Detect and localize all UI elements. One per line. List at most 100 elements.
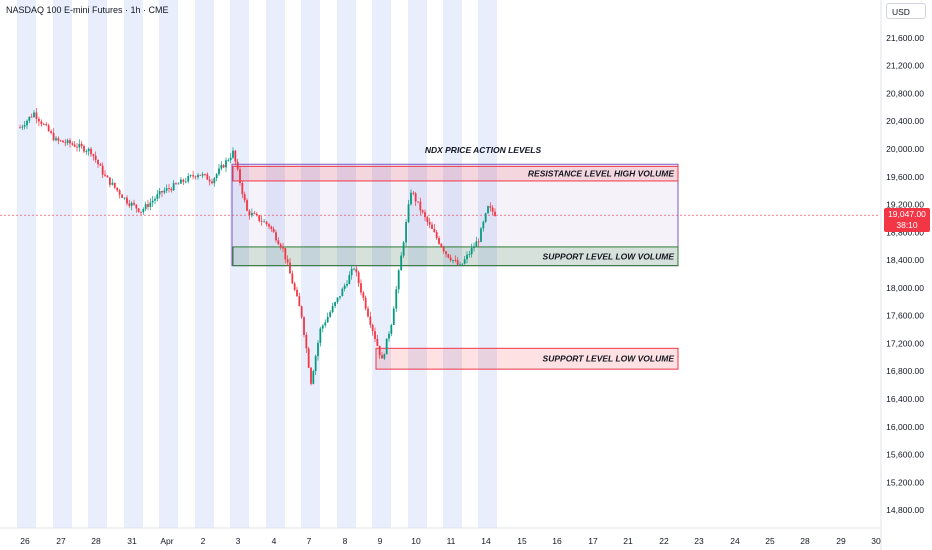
- candle-body: [208, 179, 211, 182]
- candle-body: [397, 270, 400, 290]
- candle-body: [52, 132, 55, 141]
- candle-body: [50, 131, 53, 133]
- candle-body: [326, 316, 329, 323]
- candle-body: [92, 154, 95, 156]
- candle-body: [163, 190, 166, 193]
- y-tick-label: 19,200.00: [886, 200, 924, 210]
- candle-body: [57, 138, 60, 141]
- candle-body: [113, 182, 116, 188]
- candle-body: [97, 159, 99, 165]
- candle-body: [199, 174, 202, 176]
- candle-body: [121, 194, 124, 198]
- candle-body: [381, 355, 383, 359]
- candle-body: [229, 157, 232, 161]
- candle-body: [362, 292, 365, 298]
- candle-body: [360, 283, 362, 293]
- candle-body: [248, 210, 251, 216]
- candle-body: [414, 193, 417, 202]
- y-tick-label: 21,600.00: [886, 33, 924, 43]
- candle-body: [314, 356, 317, 372]
- y-tick-label: 20,000.00: [886, 144, 924, 154]
- candle-body: [258, 215, 261, 221]
- candle-body: [305, 334, 308, 349]
- last-price-value: 19,047.00: [888, 209, 926, 219]
- session-band: [230, 0, 249, 528]
- candle-body: [23, 125, 26, 127]
- session-band: [88, 0, 107, 528]
- candle-body: [286, 259, 289, 263]
- candle-body: [371, 324, 374, 332]
- candle-body: [477, 241, 480, 243]
- symbol-title[interactable]: NASDAQ 100 E-mini Futures · 1h · CME: [6, 5, 169, 15]
- y-tick-label: 15,600.00: [886, 450, 924, 460]
- candle-body: [383, 354, 386, 359]
- session-band: [17, 0, 36, 528]
- candle-body: [388, 333, 390, 339]
- candle-body: [265, 221, 268, 225]
- candle-body: [412, 192, 415, 194]
- candle-body: [19, 127, 21, 129]
- candle-body: [475, 241, 478, 247]
- candle-body: [234, 150, 237, 162]
- candle-body: [179, 179, 182, 184]
- candle-body: [30, 116, 33, 118]
- candle-body: [201, 174, 204, 176]
- candle-body: [204, 174, 206, 175]
- candle-body: [456, 260, 459, 265]
- candle-body: [135, 204, 138, 209]
- candle-body: [293, 283, 296, 290]
- candle-body: [184, 181, 187, 183]
- candle-body: [85, 151, 88, 152]
- x-tick-label: 17: [588, 536, 598, 546]
- candle-body: [376, 338, 379, 346]
- candle-body: [369, 316, 372, 325]
- y-tick-label: 15,200.00: [886, 477, 924, 487]
- x-tick-label: 3: [236, 536, 241, 546]
- candle-body: [142, 209, 145, 213]
- candle-body: [291, 273, 294, 284]
- x-tick-label: 22: [659, 536, 669, 546]
- candle-body: [227, 160, 230, 161]
- bar-countdown: 38:10: [896, 220, 918, 230]
- x-tick-label: 4: [272, 536, 277, 546]
- candle-body: [463, 259, 466, 264]
- candle-body: [106, 175, 109, 178]
- y-tick-label: 17,600.00: [886, 311, 924, 321]
- candle-body: [419, 201, 422, 211]
- candle-body: [442, 247, 445, 252]
- y-tick-label: 18,000.00: [886, 283, 924, 293]
- y-tick-label: 18,800.00: [886, 227, 924, 237]
- x-tick-label: 9: [378, 536, 383, 546]
- candle-body: [307, 348, 310, 368]
- candle-body: [250, 212, 253, 216]
- candle-body: [421, 210, 424, 213]
- candle-body: [300, 306, 303, 318]
- currency-button[interactable]: USD: [886, 3, 926, 19]
- candle-body: [80, 143, 83, 147]
- x-tick-label: 25: [765, 536, 775, 546]
- candle-body: [350, 268, 353, 276]
- zone-box-2: [375, 347, 679, 370]
- candle-body: [312, 371, 315, 384]
- candle-body: [339, 296, 341, 298]
- candle-body: [218, 168, 220, 175]
- y-tick-label: 16,400.00: [886, 394, 924, 404]
- x-tick-label: 16: [552, 536, 562, 546]
- candle-body: [83, 146, 85, 152]
- y-tick-label: 19,600.00: [886, 172, 924, 182]
- candle-body: [154, 198, 156, 201]
- x-tick-label: 14: [481, 536, 491, 546]
- candle-body: [206, 174, 209, 180]
- x-tick-label: 28: [91, 536, 101, 546]
- candle-body: [37, 118, 40, 122]
- candle-body: [111, 182, 114, 185]
- candle-body: [236, 161, 239, 170]
- candle-body: [282, 247, 284, 249]
- candle-body: [172, 183, 175, 191]
- candle-body: [165, 188, 168, 191]
- candle-body: [334, 302, 336, 307]
- x-tick-label: 2: [201, 536, 206, 546]
- candle-body: [400, 255, 403, 271]
- candle-body: [73, 144, 76, 147]
